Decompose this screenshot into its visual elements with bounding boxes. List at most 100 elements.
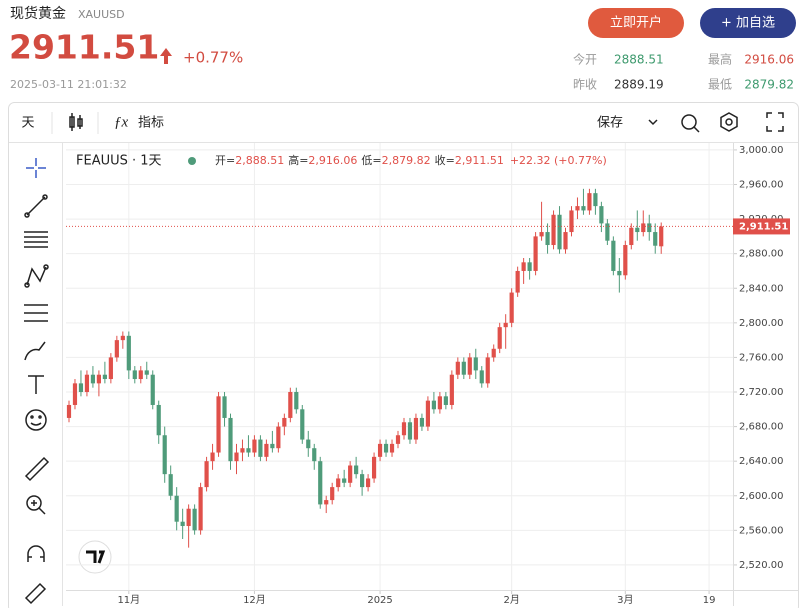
settings-icons[interactable] xyxy=(681,112,784,133)
stat-label: 昨收 xyxy=(573,78,597,92)
x-tick-label: 2025 xyxy=(367,595,392,606)
candle-body xyxy=(306,439,311,449)
stat-value: 2889.19 xyxy=(614,78,664,92)
candle-body xyxy=(174,495,179,522)
candle-body xyxy=(168,474,173,496)
y-tick-label: 2,640.00 xyxy=(739,456,784,467)
legend-change: +22.32 (+0.77%) xyxy=(510,154,607,167)
candle-body xyxy=(479,370,484,384)
candle-body xyxy=(138,370,143,380)
x-tick-label: 2月 xyxy=(503,594,519,606)
tv-logo-mark xyxy=(86,550,106,564)
chart-type-icon[interactable] xyxy=(69,113,83,131)
legend-value: 2,916.06 xyxy=(308,154,357,167)
candle-body xyxy=(150,374,155,405)
candle-body xyxy=(485,357,490,384)
candle-body xyxy=(282,417,287,427)
candle-body xyxy=(533,236,538,271)
candle-body xyxy=(66,404,72,418)
y-tick-label: 2,680.00 xyxy=(739,422,784,433)
chart-panel xyxy=(8,102,799,612)
candle-body xyxy=(318,461,323,505)
save[interactable]: 保存 xyxy=(597,116,623,131)
candle-body xyxy=(647,223,652,233)
candle-body xyxy=(312,448,317,462)
candle-body xyxy=(605,223,610,241)
candle-body xyxy=(419,417,425,427)
candle-body xyxy=(348,465,353,483)
x-tick-label: 19 xyxy=(703,595,716,606)
candle-body xyxy=(264,443,269,457)
candle-body xyxy=(288,392,293,418)
candle-body xyxy=(96,374,101,384)
candle-body xyxy=(653,232,658,246)
add-watchlist-button[interactable] xyxy=(700,8,796,38)
candle-body xyxy=(575,206,580,211)
legend-label: 收= xyxy=(435,153,455,167)
candle-body xyxy=(407,422,413,440)
candle-body xyxy=(593,193,598,207)
candle-body xyxy=(132,370,137,380)
interval[interactable]: 天 xyxy=(21,116,34,131)
y-tick-label: 2,560.00 xyxy=(739,525,784,536)
legend-label: 低= xyxy=(361,154,381,167)
symbol: XAUUSD xyxy=(78,8,125,21)
legend-value: 2,888.51 xyxy=(235,154,284,167)
candle-body xyxy=(240,448,245,453)
candle-body xyxy=(491,348,496,358)
candle-body xyxy=(413,417,419,440)
candle-body xyxy=(192,508,197,531)
candle-body xyxy=(623,245,628,276)
candle-body xyxy=(437,396,442,410)
candle-body xyxy=(629,227,634,246)
candle-body xyxy=(617,270,622,276)
candle-body xyxy=(527,262,532,271)
y-tick-label: 2,760.00 xyxy=(739,352,784,363)
status-dot xyxy=(188,157,196,165)
candle-body xyxy=(611,240,616,271)
candle-body xyxy=(503,322,508,328)
stat-value: 2879.82 xyxy=(744,78,794,92)
candle-body xyxy=(545,232,550,246)
candle-body xyxy=(324,500,329,505)
button-label[interactable]: + 加自选 xyxy=(721,16,775,31)
button-label[interactable]: 立即开户 xyxy=(610,15,662,31)
candle-body xyxy=(515,270,520,293)
candle-body xyxy=(635,227,640,233)
candle-body xyxy=(395,435,401,444)
candle-body xyxy=(126,335,131,371)
y-tick-label: 2,880.00 xyxy=(739,249,784,260)
candle-body xyxy=(156,404,161,436)
stat-label: 今开 xyxy=(573,52,597,67)
y-tick-label: 2,720.00 xyxy=(739,387,784,398)
x-tick-label: 12月 xyxy=(243,594,266,606)
series-name: FEAUUS · 1天 xyxy=(76,154,162,169)
candle-body xyxy=(102,374,107,380)
drawing-tools[interactable] xyxy=(24,158,50,605)
legend-label: 高= xyxy=(288,153,308,167)
candle-body xyxy=(120,335,125,341)
candle-body xyxy=(455,361,460,375)
last-price-box xyxy=(733,218,790,235)
candle-body xyxy=(114,340,119,358)
candle-body xyxy=(222,396,227,418)
stat-label: 最低 xyxy=(708,78,732,92)
chevron[interactable] xyxy=(648,119,658,126)
fx-icon[interactable]: ƒx xyxy=(114,114,129,130)
candle-body xyxy=(389,443,395,453)
candle-body xyxy=(366,478,371,488)
legend-label: 开= xyxy=(215,154,235,167)
candle-body xyxy=(342,478,347,483)
candle-body xyxy=(228,417,233,462)
candle-body xyxy=(497,327,502,349)
candle-body xyxy=(144,370,149,375)
candle-body xyxy=(551,214,556,246)
indicators[interactable]: 指标 xyxy=(138,116,164,131)
legend-value: 2,911.51 xyxy=(455,154,504,167)
candle-body xyxy=(641,223,646,233)
stat-value: 2916.06 xyxy=(744,53,794,67)
open-account-button[interactable] xyxy=(588,8,684,38)
candle-body xyxy=(258,439,263,457)
candle-body xyxy=(659,226,664,247)
y-tick-label: 2,960.00 xyxy=(739,180,784,191)
